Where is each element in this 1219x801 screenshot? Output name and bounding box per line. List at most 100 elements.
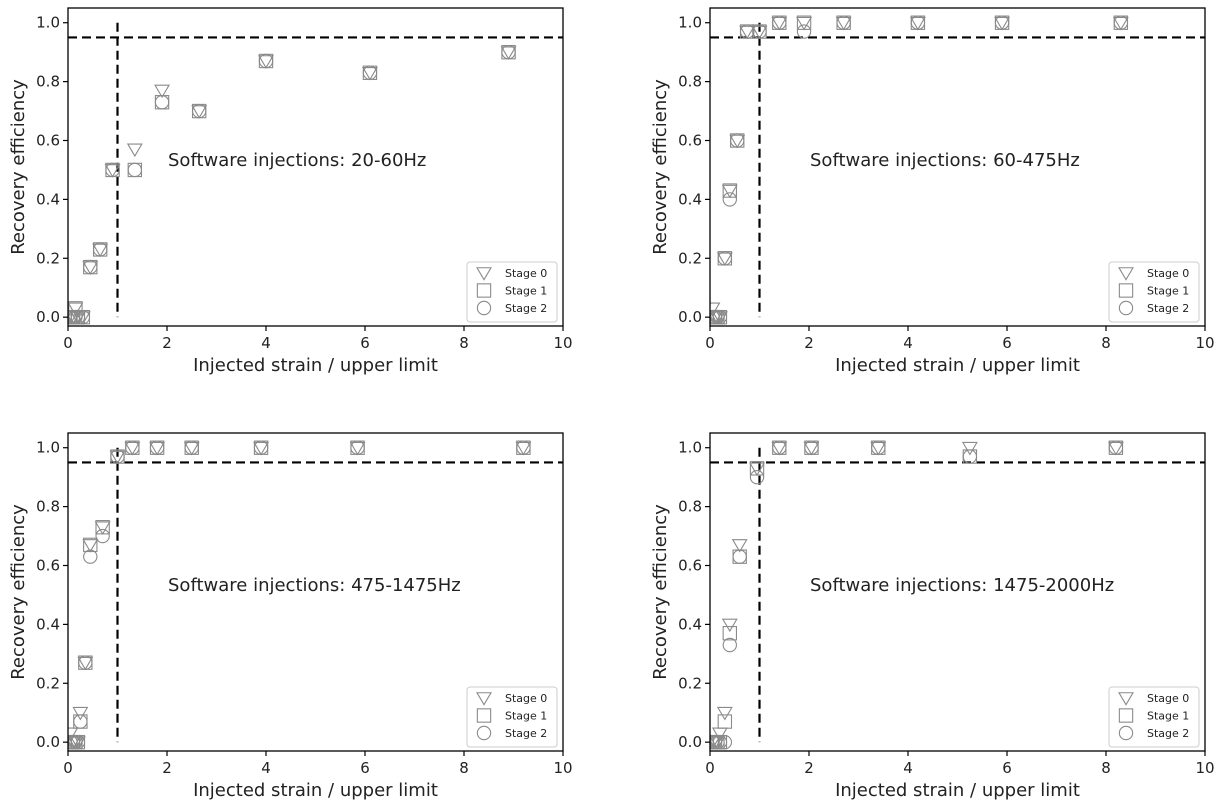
data-point <box>710 736 726 750</box>
data-point <box>772 440 787 455</box>
data-point <box>92 242 108 257</box>
data-point <box>711 311 728 325</box>
legend-label: Stage 1 <box>1147 285 1189 298</box>
x-tick-label: 8 <box>1101 334 1111 352</box>
y-tick-label: 0.6 <box>678 557 702 575</box>
legend-label: Stage 1 <box>505 710 547 723</box>
data-point <box>721 184 738 199</box>
legend-label: Stage 2 <box>505 727 547 740</box>
data-point <box>994 15 1010 30</box>
chart-panel-1: 0 2 4 6 8 10 0.0 0.2 0.4 0.6 0.8 1.0 Injected strain… <box>8 7 573 376</box>
y-tick-label: 1.0 <box>678 439 702 457</box>
data-point <box>730 133 745 148</box>
x-tick-label: 6 <box>360 759 370 777</box>
data-point <box>83 537 98 553</box>
legend-marker <box>1118 692 1134 706</box>
x-tick-label: 10 <box>553 759 572 777</box>
x-tick-label: 10 <box>553 334 572 352</box>
data-point <box>350 440 365 455</box>
x-tick-label: 2 <box>162 334 172 352</box>
legend-label: Stage 0 <box>505 267 547 280</box>
x-tick-label: 2 <box>162 759 172 777</box>
plot-frame <box>67 432 564 752</box>
data-point <box>149 441 166 456</box>
data-point <box>361 66 378 81</box>
y-axis-label: Recovery efficiency <box>8 504 29 680</box>
data-point <box>716 252 733 267</box>
data-point <box>500 46 517 60</box>
data-point <box>749 469 765 485</box>
plot-frame <box>67 7 564 327</box>
data-point <box>729 134 746 149</box>
x-tick-label: 2 <box>804 759 814 777</box>
data-points <box>68 440 532 750</box>
x-tick-label: 4 <box>903 334 913 352</box>
legend: Stage 0 Stage 1 Stage 2 <box>466 261 558 323</box>
y-tick-label: 0.2 <box>678 674 702 692</box>
data-point <box>191 103 207 119</box>
x-axis-label: Injected strain / upper limit <box>835 780 1080 801</box>
legend-label: Stage 0 <box>505 692 547 705</box>
data-point <box>253 440 269 455</box>
x-tick-label: 0 <box>63 334 73 352</box>
data-point <box>910 15 926 30</box>
legend-label: Stage 2 <box>505 302 547 315</box>
data-point <box>92 243 109 258</box>
data-point <box>722 192 737 207</box>
y-tick-label: 0.2 <box>678 249 702 267</box>
data-point <box>83 549 98 564</box>
chart-annotation: Software injections: 1475-2000Hz <box>810 575 1114 596</box>
data-point <box>258 55 274 69</box>
legend-marker <box>1118 267 1134 281</box>
data-point <box>796 24 812 39</box>
data-point <box>804 440 819 455</box>
data-point <box>712 309 728 325</box>
legend-marker <box>476 692 492 706</box>
data-points <box>710 15 1129 325</box>
chart-panel-3: 0 2 4 6 8 10 0.0 0.2 0.4 0.6 0.8 1.0 Injected strain… <box>8 432 573 801</box>
series-stage-0 <box>710 16 1129 325</box>
data-point <box>961 441 978 456</box>
data-point <box>349 441 366 456</box>
data-point <box>127 162 143 178</box>
data-point <box>751 25 768 40</box>
data-point <box>516 440 531 455</box>
data-point <box>95 528 110 544</box>
data-point <box>154 95 170 110</box>
data-point <box>722 183 738 198</box>
legend: Stage 0 Stage 1 Stage 2 <box>466 686 558 748</box>
plot-frame <box>709 7 1206 327</box>
legend-marker <box>476 267 492 281</box>
x-tick-label: 8 <box>459 334 469 352</box>
y-tick-label: 0.0 <box>678 733 702 751</box>
x-tick-label: 0 <box>705 334 715 352</box>
data-point <box>75 309 91 325</box>
legend-label: Stage 1 <box>1147 710 1189 723</box>
legend-marker <box>476 708 492 723</box>
x-tick-label: 0 <box>63 759 73 777</box>
legend: Stage 0 Stage 1 Stage 2 <box>1108 686 1200 748</box>
data-point <box>68 301 83 316</box>
series-stage-2 <box>710 440 1124 750</box>
series-stage-2 <box>68 440 531 750</box>
data-point <box>710 302 721 317</box>
data-point <box>184 440 199 455</box>
data-point <box>94 521 111 535</box>
data-point <box>72 706 89 721</box>
x-tick-label: 8 <box>459 759 469 777</box>
chart-annotation: Software injections: 20-60Hz <box>168 150 426 171</box>
legend-marker <box>1118 283 1134 298</box>
data-point <box>258 53 274 69</box>
data-point <box>712 734 728 750</box>
data-point <box>124 441 141 456</box>
y-axis-label: Recovery efficiency <box>650 504 671 680</box>
data-point <box>95 520 110 535</box>
data-point <box>82 539 99 553</box>
series-stage-0 <box>68 441 532 750</box>
y-tick-label: 1.0 <box>36 439 60 457</box>
y-tick-label: 0.8 <box>678 498 702 516</box>
y-tick-label: 0.0 <box>36 308 60 326</box>
data-point <box>717 251 733 266</box>
data-point <box>1108 440 1124 455</box>
data-point <box>154 84 171 99</box>
